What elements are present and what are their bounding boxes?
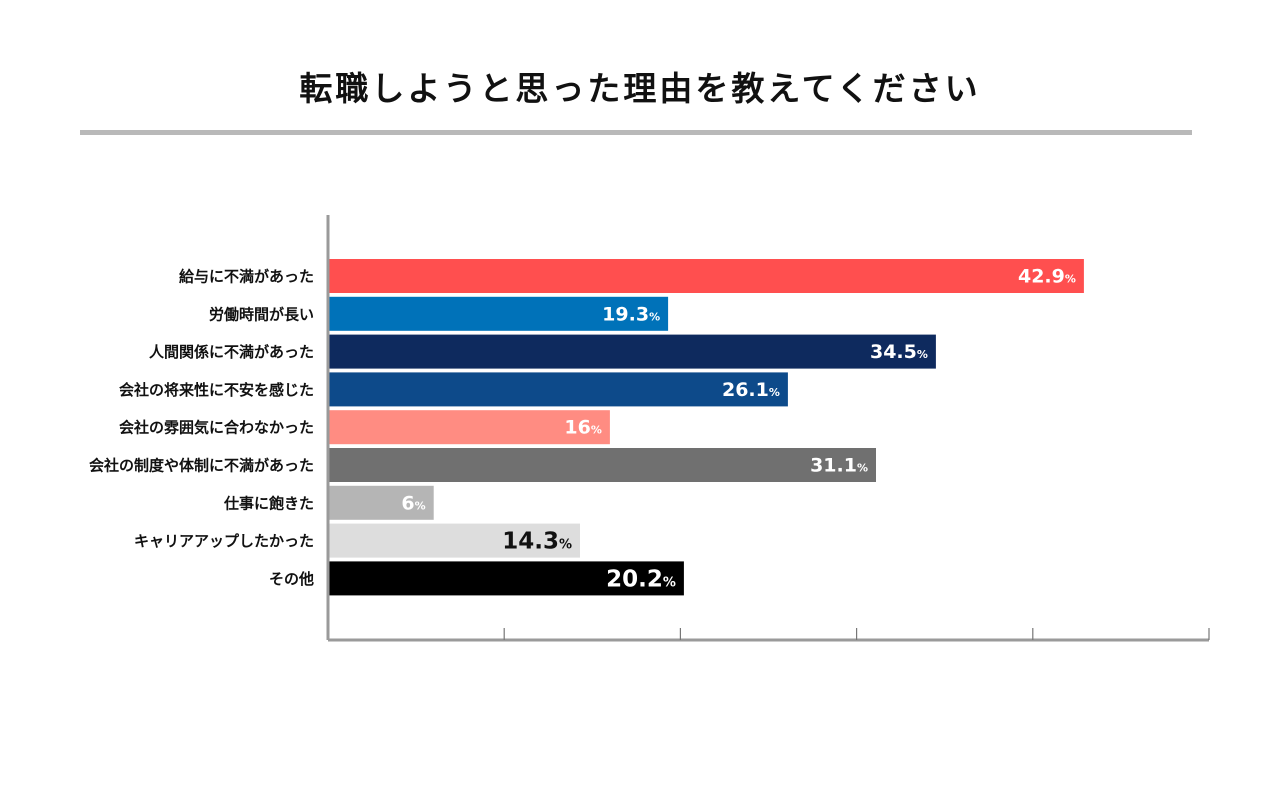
category-label: 給与に不満があった xyxy=(179,268,314,286)
bar xyxy=(328,372,788,407)
bar xyxy=(328,334,936,369)
value-label: 42.9% xyxy=(1018,266,1076,288)
value-label: 26.1% xyxy=(722,379,780,401)
value-label: 19.3% xyxy=(602,303,660,325)
bar xyxy=(328,561,684,596)
category-label: 会社の雰囲気に合わなかった xyxy=(119,419,314,437)
value-label: 14.3% xyxy=(502,529,572,555)
category-label: キャリアアップしたかった xyxy=(134,532,314,550)
value-label: 31.1% xyxy=(810,455,868,477)
value-label: 16% xyxy=(564,417,601,439)
bar xyxy=(328,485,434,520)
bar xyxy=(328,410,610,445)
category-label: 人間関係に不満があった xyxy=(149,343,314,361)
bar xyxy=(328,259,1084,293)
bars-layer: 給与に不満があった 42.9% 労働時間が長い 19.3% 人間関係に不満があった 34.… xyxy=(89,259,1084,596)
title-divider xyxy=(80,130,1192,135)
axes-layer xyxy=(326,215,1210,642)
category-label: 仕事に飽きた xyxy=(223,494,314,512)
bar xyxy=(328,448,876,482)
category-label: 会社の制度や体制に不満があった xyxy=(89,457,314,475)
category-label: 労働時間が長い xyxy=(209,305,314,323)
value-label: 34.5% xyxy=(870,341,928,363)
category-label: その他 xyxy=(269,570,314,588)
bar xyxy=(328,523,580,558)
value-label: 6% xyxy=(401,492,425,514)
bar xyxy=(328,296,669,331)
category-label: 会社の将来性に不安を感じた xyxy=(119,381,314,399)
chart-title: 転職しようと思った理由を教えてください xyxy=(299,69,981,108)
value-label: 20.2% xyxy=(606,566,676,592)
